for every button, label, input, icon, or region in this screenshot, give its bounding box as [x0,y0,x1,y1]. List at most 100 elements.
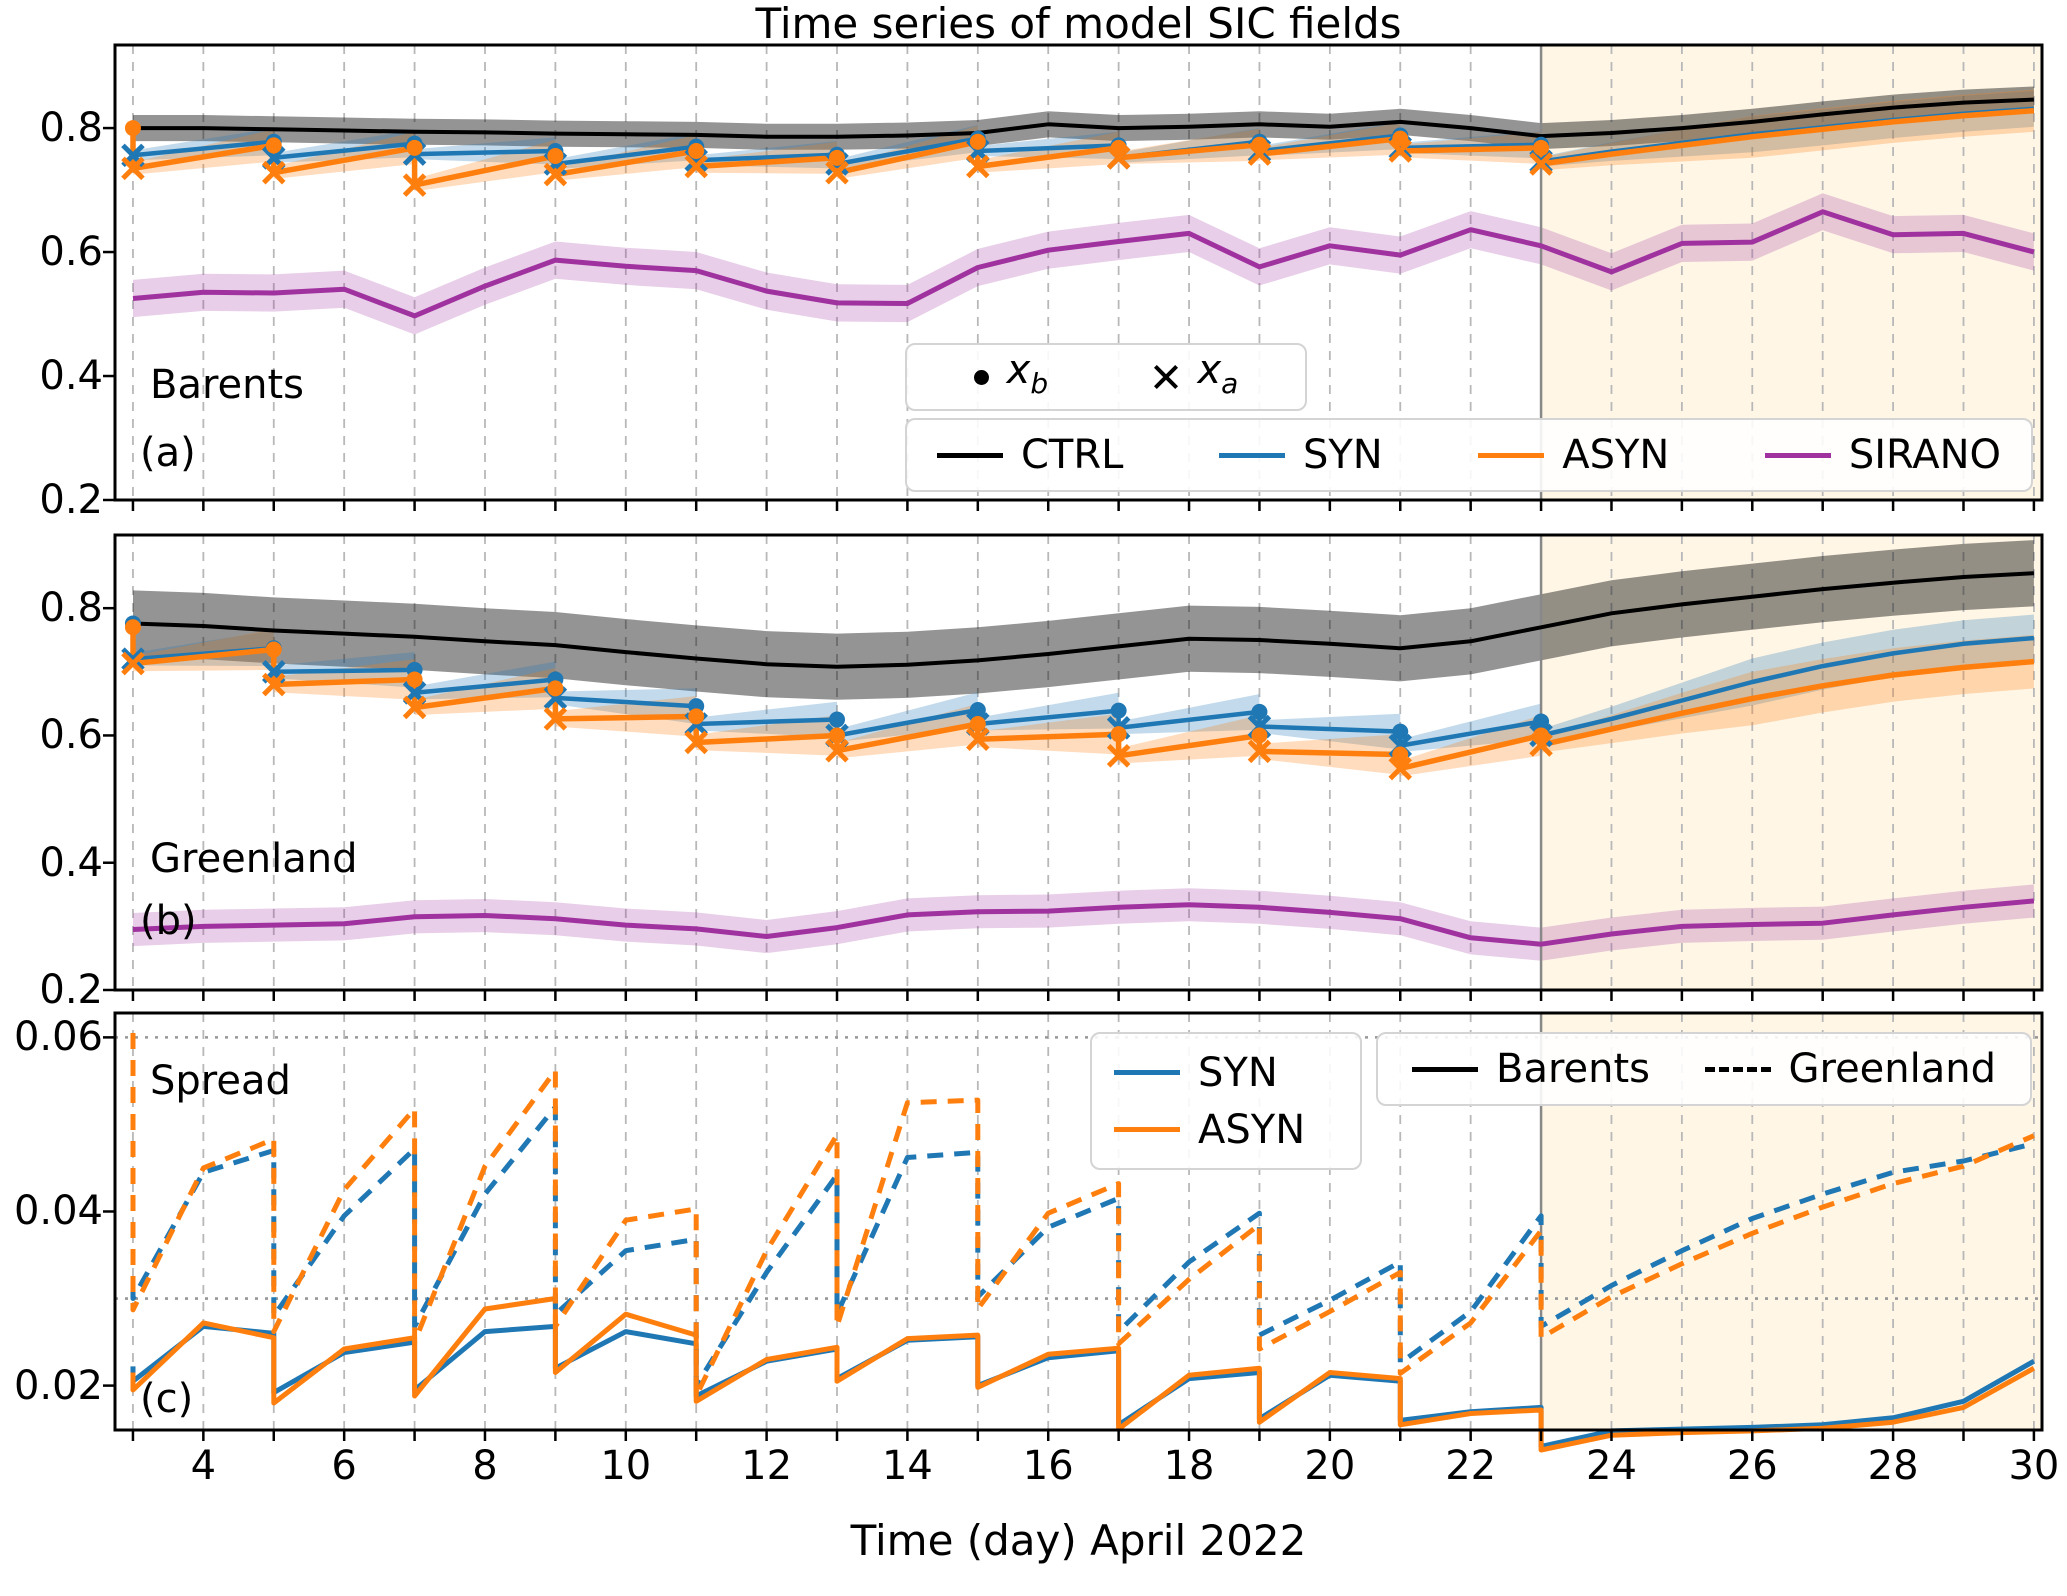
asyn-line-swatch [1114,1127,1180,1132]
analysis-cross-marker [1388,756,1413,781]
legend-entry-ctrl: CTRL [937,434,1123,476]
ctrl-line-swatch [937,452,1003,458]
background-dot-marker [265,137,282,154]
background-dot-marker [406,139,423,156]
legend-spread-regions: Barents Greenland [1376,1032,2032,1106]
legend-entry-syn: SYN [1218,434,1383,476]
cross-marker-icon [1153,364,1179,390]
legend-entry-sirano: SIRANO [1764,434,2001,476]
panel-b-letter: (b) [140,898,197,944]
x-tick-label: 8 [472,1443,498,1489]
syn-line-swatch [1218,452,1285,458]
analysis-cross-marker [121,647,145,671]
panel-a-region-label: Barents [150,362,305,408]
y-tick-label-b: 0.8 [39,585,103,632]
analysis-cross-marker [1388,139,1413,163]
background-dot-marker [547,147,564,164]
legend-experiments: CTRL SYN ASYN SIRANO [905,418,2033,492]
analysis-cross-marker [825,160,849,185]
asyn-line-swatch [1478,452,1545,458]
legend-entry-analysis-marker: xa [1153,349,1238,405]
syn-line-swatch [1114,1070,1180,1075]
background-dot-marker [829,149,846,166]
legend-entry-syn-spread: SYN [1114,1052,1278,1094]
legend-entry-barents: Barents [1412,1048,1650,1090]
background-dot-marker [969,133,986,150]
analysis-cross-marker [1529,152,1553,176]
analysis-cross-marker [825,738,849,763]
chart-title: Time series of model SIC fields [755,0,1402,48]
analysis-cross-marker [684,154,708,179]
panel-border [113,43,2044,502]
analysis-cross-marker [121,651,145,676]
background-dot-marker [829,711,846,728]
y-tick-label-c: 0.02 [13,1362,103,1409]
ctrl-line [132,571,2035,669]
panel-border [113,1011,2044,1432]
barents-solid-swatch [1412,1066,1478,1072]
ctrl-uncertainty-band [133,540,2034,700]
background-dot-marker [406,671,423,688]
legend-entry-greenland: Greenland [1704,1048,1996,1090]
y-tick-label-a: 0.2 [39,477,103,523]
x-tick-label: 26 [1726,1443,1778,1489]
analysis-cross-marker [543,162,568,187]
y-tick-label-b: 0.6 [39,712,103,759]
analysis-cross-marker [1247,739,1272,764]
analysis-cross-marker [1529,733,1553,757]
analysis-cross-marker [1106,744,1131,768]
dot-marker-icon [973,369,989,385]
panel-b [103,533,2044,1001]
sirano-line [132,898,2035,947]
background-dot-marker [1533,139,1550,156]
y-tick-label-c: 0.04 [13,1188,103,1235]
greenland-dashed-swatch [1704,1066,1771,1072]
panel-a-letter: (a) [140,430,196,476]
analysis-cross-marker [684,730,708,755]
panel-c-region-label: Spread [150,1058,291,1104]
background-dot-marker [688,143,705,160]
syn-uncertainty-band [133,90,2034,169]
analysis-cross-marker [261,672,286,697]
background-dot-marker [124,120,141,137]
background-dot-marker [1110,702,1127,719]
x-tick-label: 18 [1163,1443,1215,1489]
x-tick-label: 4 [190,1443,217,1489]
analysis-cross-marker [402,695,427,720]
background-dot-marker [1110,726,1127,743]
panel-b-region-label: Greenland [150,836,358,882]
background-dot-marker [124,619,141,636]
analysis-cross-marker [1247,142,1272,166]
background-dot-marker [829,727,846,744]
legend-entry-background-marker: xb [973,349,1048,405]
x-tick-label: 30 [2008,1443,2060,1489]
x-tick-label: 20 [1304,1443,1356,1489]
x-tick-label: 12 [741,1443,793,1489]
background-dot-marker [547,680,564,697]
background-dot-marker [265,641,282,658]
background-dot-marker [969,716,986,732]
sirano-uncertainty-band [133,193,2034,335]
panel-c-letter: (c) [140,1376,194,1422]
y-tick-label-a: 0.6 [39,229,103,276]
sirano-line [132,209,2035,319]
x-tick-label: 28 [1867,1443,1919,1489]
x-tick-label: 6 [331,1443,357,1489]
background-dot-marker [1392,130,1409,147]
background-dot-marker [1392,746,1409,763]
asyn-markers [121,120,1553,197]
background-dot-marker [688,708,705,725]
asyn_barents-line [130,1296,2036,1453]
panel-border [113,533,2044,992]
legend-markers: xb xa [905,343,1307,411]
x-tick-label: 10 [600,1443,652,1489]
asyn-markers [121,619,1553,781]
y-tick-label-a: 0.8 [39,105,103,152]
legend-spread-experiments: SYN ASYN [1090,1032,1362,1170]
background-dot-marker [969,702,986,718]
background-dot-marker [1251,703,1268,720]
analysis-cross-marker [543,707,568,731]
y-tick-label-c: 0.06 [13,1014,103,1061]
